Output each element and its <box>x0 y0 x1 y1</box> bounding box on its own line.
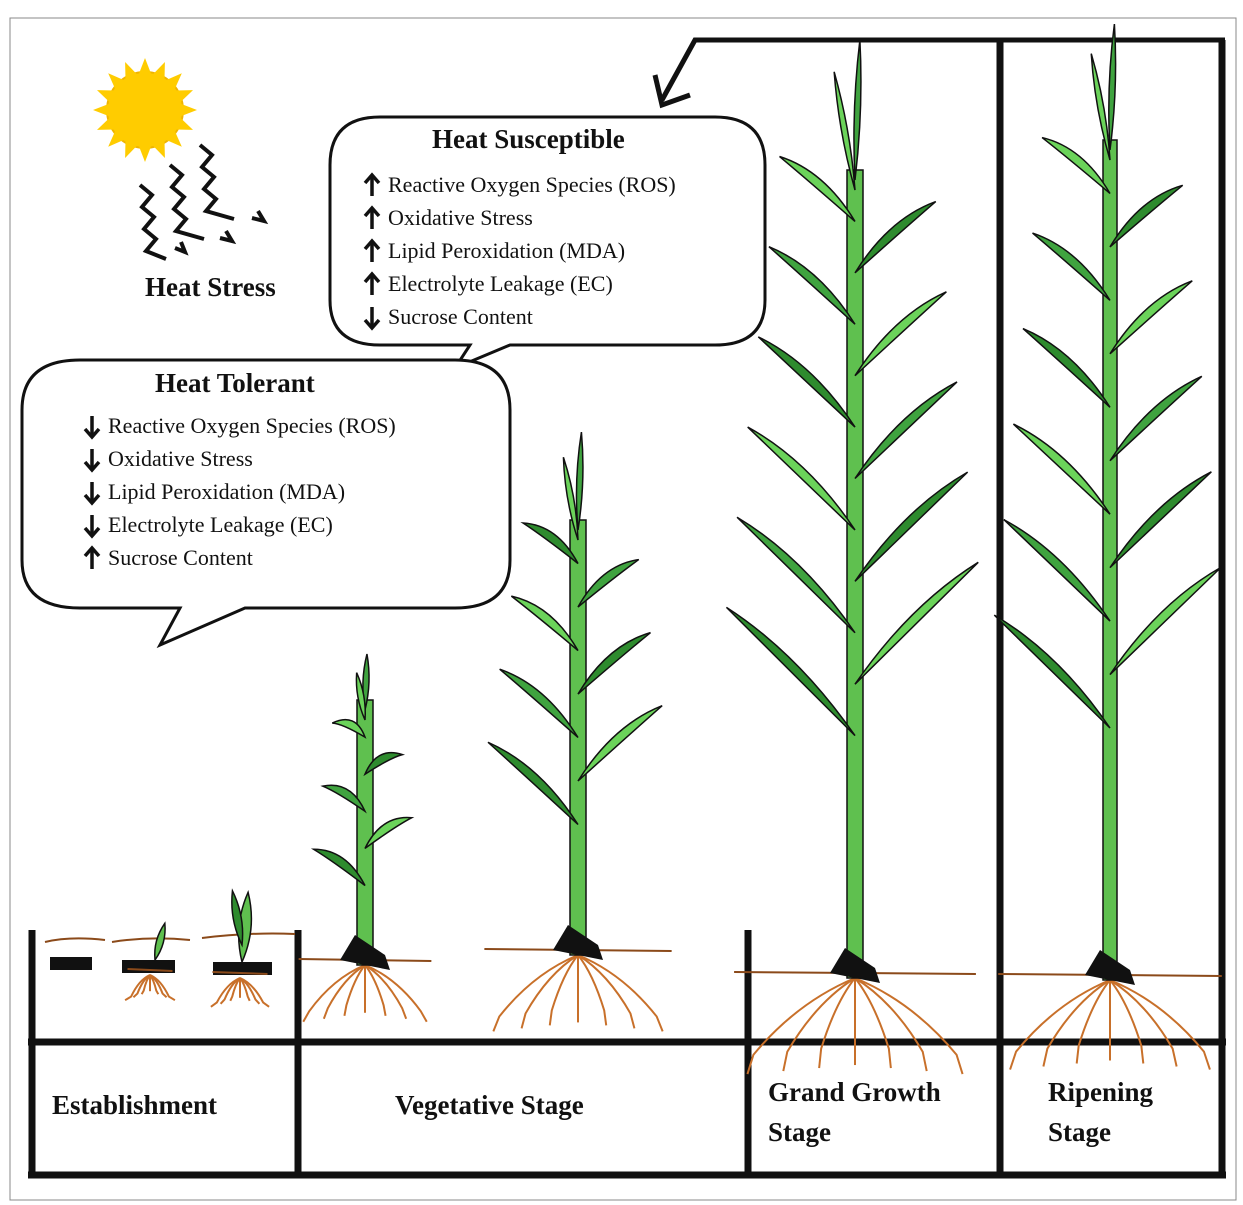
roots <box>125 969 175 1000</box>
leaf <box>737 517 855 633</box>
root <box>855 978 963 1074</box>
tolerant-item: Reactive Oxygen Species (ROS) <box>108 413 396 439</box>
roots <box>734 972 976 1074</box>
leaf <box>1110 567 1221 674</box>
stem <box>357 700 373 965</box>
sun-ray <box>93 104 110 117</box>
leaf <box>758 337 855 427</box>
leaf <box>1023 329 1110 408</box>
heat-stress-label: Heat Stress <box>145 272 276 303</box>
roots <box>211 972 269 1007</box>
sett <box>50 957 92 970</box>
susceptible-item: Oxidative Stress <box>388 205 533 231</box>
leaf <box>578 560 639 607</box>
leaf <box>500 669 578 737</box>
soil-line <box>45 934 295 943</box>
leaf <box>769 247 855 325</box>
leaf <box>1004 520 1110 621</box>
leaf <box>1110 472 1211 568</box>
leaf <box>488 742 578 824</box>
susceptible-item: Sucrose Content <box>388 304 533 330</box>
susceptible-item: Lipid Peroxidation (MDA) <box>388 238 625 264</box>
sun-ray <box>180 104 197 117</box>
roots <box>299 959 432 1022</box>
leaf <box>1042 138 1110 194</box>
tolerant-title: Heat Tolerant <box>155 368 315 399</box>
leaf <box>155 923 165 960</box>
leaf <box>576 432 582 530</box>
sun <box>93 58 197 162</box>
root <box>1110 980 1210 1070</box>
leaf <box>1110 376 1202 460</box>
root <box>578 955 663 1031</box>
leaf <box>855 562 978 684</box>
sun-ray <box>139 145 152 162</box>
stage-label: Establishment <box>52 1085 217 1125</box>
roots <box>998 974 1222 1070</box>
tolerant-item: Oxidative Stress <box>108 446 253 472</box>
stage-label: Ripening Stage <box>1048 1072 1188 1152</box>
root <box>303 965 365 1022</box>
leaf <box>748 427 855 530</box>
tolerant-item: Lipid Peroxidation (MDA) <box>108 479 345 505</box>
leaf <box>1110 185 1183 247</box>
stage-label: Grand Growth Stage <box>768 1072 983 1152</box>
root <box>365 965 427 1022</box>
leaf <box>726 607 855 735</box>
diagram: Heat Stress Heat Susceptible Reactive Oxyg… <box>0 0 1243 1205</box>
heat-waves <box>140 145 264 259</box>
susceptible-item: Electrolyte Leakage (EC) <box>388 271 613 297</box>
leaf <box>855 472 968 581</box>
susceptible-title: Heat Susceptible <box>432 124 625 155</box>
leaf <box>511 596 578 650</box>
leaf <box>1091 54 1110 160</box>
leaf <box>1109 24 1116 150</box>
leaf <box>1013 424 1110 514</box>
tolerant-item: Sucrose Content <box>108 545 253 571</box>
leaf <box>1033 233 1110 300</box>
roots <box>484 949 671 1031</box>
leaf <box>578 633 650 694</box>
leaf <box>855 202 936 273</box>
leaf <box>994 615 1110 728</box>
tolerant-item: Electrolyte Leakage (EC) <box>108 512 333 538</box>
susceptible-item: Reactive Oxygen Species (ROS) <box>388 172 676 198</box>
connector <box>662 40 1225 100</box>
leaf <box>854 40 861 180</box>
leaf <box>834 72 855 190</box>
leaf <box>1110 281 1192 354</box>
root <box>493 955 578 1031</box>
stage-label: Vegetative Stage <box>395 1085 584 1125</box>
leaf <box>855 292 946 376</box>
leaf <box>232 891 243 945</box>
leaf <box>780 157 855 222</box>
leaf <box>855 382 957 479</box>
root <box>1010 980 1110 1070</box>
soil <box>45 934 295 943</box>
leaf <box>578 706 662 781</box>
root <box>747 978 855 1074</box>
sun-ray <box>139 58 152 75</box>
